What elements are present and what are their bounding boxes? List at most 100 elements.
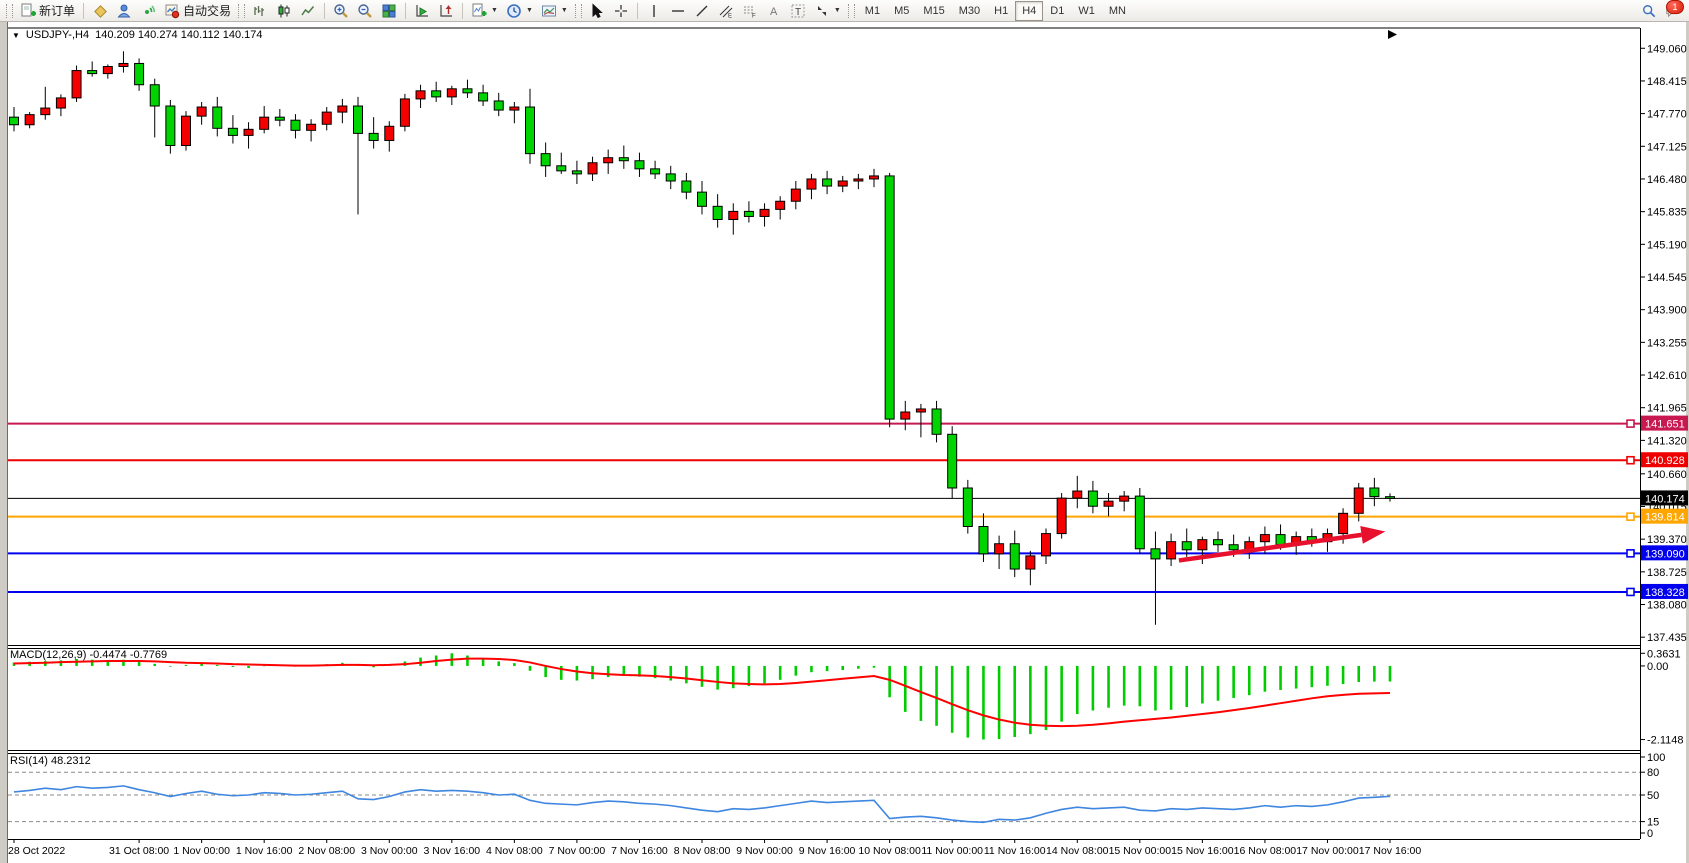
arrows-tool-button[interactable]: ▼ <box>810 0 845 22</box>
channel-tool-button[interactable]: E <box>714 0 738 22</box>
autotrading-button[interactable]: 自动交易 <box>160 0 235 22</box>
candlestick <box>822 170 833 195</box>
zoom-out-button[interactable] <box>353 0 377 22</box>
candlestick <box>509 101 520 124</box>
candlestick <box>697 180 707 215</box>
price-tick-label: 142.610 <box>1647 370 1687 382</box>
equidistant-channel-icon: E <box>719 5 733 19</box>
candle-body <box>71 70 82 99</box>
new-order-button[interactable]: 新订单 <box>16 0 79 22</box>
candlestick <box>994 535 1005 570</box>
terminal-button[interactable] <box>112 0 136 22</box>
timeframe-button-m5[interactable]: M5 <box>894 4 910 17</box>
text-tool-button[interactable]: A <box>762 0 786 22</box>
toolbar-grip[interactable] <box>6 3 13 18</box>
timeframe-button-d1[interactable]: D1 <box>1050 4 1065 17</box>
candlestick <box>884 172 895 428</box>
line-drag-handle[interactable] <box>1626 419 1635 428</box>
price-shift-marker[interactable] <box>1388 30 1397 39</box>
toolbar-separator-2 <box>324 2 326 19</box>
date-label: 10 Nov 08:00 <box>858 845 921 857</box>
line-drag-handle[interactable] <box>1626 455 1635 465</box>
timeframe-button-w1[interactable]: W1 <box>1078 4 1095 17</box>
zoom-in-button[interactable] <box>329 0 353 22</box>
toolbar-grip-4[interactable] <box>847 3 855 18</box>
autotrading-label: 自动交易 <box>183 4 232 18</box>
candle-body <box>196 106 207 117</box>
candlestick <box>134 58 145 91</box>
timeframe-button-mn[interactable]: MN <box>1108 4 1126 17</box>
candle-body <box>1041 533 1051 557</box>
periods-clock-icon <box>507 3 521 18</box>
candlestick-chart-button[interactable] <box>272 0 296 22</box>
bar-chart-button[interactable] <box>248 0 272 22</box>
candlestick <box>24 112 35 129</box>
trend-arrow-shaft[interactable] <box>1178 532 1362 563</box>
price-tick-label: 137.435 <box>1647 632 1687 644</box>
candlestick <box>274 109 285 127</box>
periods-dropdown-caret[interactable]: ▼ <box>525 7 533 14</box>
candlestick <box>1134 487 1145 554</box>
candle-body <box>118 62 129 68</box>
text-label-tool-button[interactable]: T <box>786 0 810 22</box>
timeframe-button-h1[interactable]: H1 <box>994 4 1009 17</box>
metaeditor-button[interactable] <box>88 0 112 22</box>
trend-arrow-head[interactable] <box>1360 525 1386 544</box>
arrows-dropdown-caret[interactable]: ▼ <box>833 7 841 14</box>
candlestick <box>962 479 973 534</box>
timeframe-button-h4[interactable]: H4 <box>1015 0 1044 21</box>
horizontal-line-tool-button[interactable] <box>666 0 690 22</box>
line-drag-handle[interactable] <box>1626 512 1635 521</box>
candlestick <box>9 107 19 132</box>
crosshair-tool-button[interactable] <box>609 0 633 22</box>
timeframe-button-m15[interactable]: M15 <box>923 4 945 17</box>
notification-badge[interactable]: 1 <box>1666 0 1684 14</box>
date-label: 11 Nov 16:00 <box>984 845 1046 857</box>
candle-body <box>915 408 926 413</box>
candle-body <box>1197 539 1208 551</box>
candle-body <box>1369 487 1380 498</box>
toolbar-grip-2[interactable] <box>238 3 246 18</box>
line-drag-handle[interactable] <box>1626 587 1635 597</box>
cursor-tool-button[interactable] <box>585 0 609 22</box>
search-icon[interactable] <box>1642 4 1656 18</box>
toolbar-separator <box>83 2 85 19</box>
date-label: 2 Nov 08:00 <box>298 845 355 857</box>
candle-body <box>55 97 66 109</box>
templates-button[interactable]: ▼ <box>537 0 572 22</box>
collapse-chart-icon[interactable]: ▼ <box>12 30 20 40</box>
candle-body <box>1213 539 1223 546</box>
indicators-button[interactable]: ▼ <box>467 0 502 22</box>
candle-body <box>994 543 1005 555</box>
fibonacci-tool-button[interactable]: F <box>738 0 762 22</box>
candlestick <box>869 168 879 188</box>
price-badge-label: 141.651 <box>1645 419 1685 431</box>
terminal-icon <box>117 4 131 17</box>
date-label: 8 Nov 08:00 <box>674 845 731 857</box>
vertical-line-tool-button[interactable] <box>642 0 666 22</box>
chart-canvas[interactable]: 149.060 148.415 147.770 147.125 146.480 145.8… <box>0 22 1689 863</box>
price-tick-label: 143.255 <box>1647 337 1687 349</box>
line-chart-icon <box>301 5 315 15</box>
candle-body <box>1119 495 1130 502</box>
indicators-dropdown-caret[interactable]: ▼ <box>491 7 498 14</box>
date-label: 14 Nov 08:00 <box>1046 845 1109 857</box>
periods-button[interactable]: ▼ <box>502 0 537 22</box>
line-drag-handle[interactable] <box>1626 549 1635 558</box>
candlestick <box>118 51 129 73</box>
candlestick <box>1009 530 1020 578</box>
tile-windows-button[interactable] <box>377 0 401 22</box>
auto-scroll-button[interactable] <box>410 0 434 22</box>
signals-button[interactable] <box>136 0 160 22</box>
candlestick <box>931 400 942 443</box>
chart-shift-button[interactable] <box>434 0 458 22</box>
candle-body <box>9 116 19 126</box>
price-tick-label: 140.660 <box>1647 469 1687 481</box>
trendline-tool-button[interactable] <box>690 0 714 22</box>
notifications-button[interactable]: 1 <box>1662 0 1684 21</box>
toolbar-grip-3[interactable] <box>574 3 582 18</box>
templates-dropdown-caret[interactable]: ▼ <box>560 7 568 14</box>
timeframe-button-m30[interactable]: M30 <box>958 4 981 17</box>
line-chart-button[interactable] <box>296 0 320 22</box>
timeframe-button-m1[interactable]: M1 <box>864 4 881 17</box>
